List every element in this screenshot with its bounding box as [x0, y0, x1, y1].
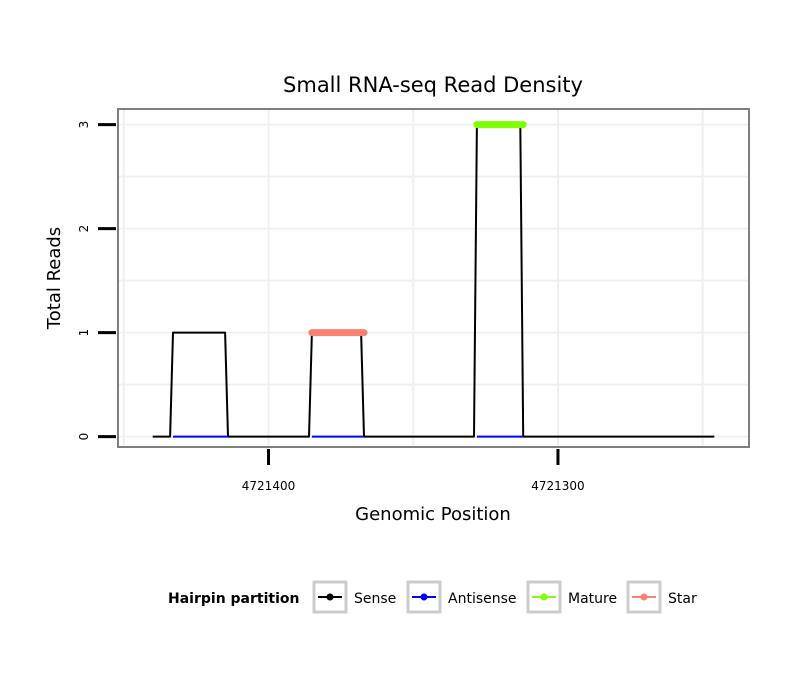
y-tick-label-3: 3 — [77, 121, 91, 129]
y-tick-label-0: 0 — [77, 433, 91, 441]
legend-dot-star — [640, 593, 648, 601]
y-axis-title: Total Reads — [44, 227, 65, 330]
y-tick-label-2: 2 — [77, 225, 91, 233]
legend-label-antisense: Antisense — [448, 591, 517, 607]
legend-dot-antisense — [420, 593, 428, 601]
legend: Hairpin partition Sense Antisense Mature… — [168, 580, 697, 614]
y-tick-label-1: 1 — [77, 329, 91, 337]
x-axis-title: Genomic Position — [355, 504, 511, 525]
legend-label-sense: Sense — [354, 591, 396, 607]
legend-item-antisense: Antisense — [406, 580, 517, 614]
legend-label-star: Star — [668, 591, 697, 607]
legend-item-mature: Mature — [526, 580, 617, 614]
legend-dot-sense — [326, 593, 334, 601]
axis-ticks: 0 1 2 3 4721400 4721300 — [77, 121, 585, 493]
chart-title: Small RNA-seq Read Density — [283, 73, 583, 97]
legend-item-star: Star — [626, 580, 697, 614]
plot-panel-border — [117, 108, 750, 448]
legend-item-sense: Sense — [312, 580, 396, 614]
legend-dot-mature — [540, 593, 548, 601]
grid — [118, 109, 749, 447]
series-layer — [152, 121, 715, 438]
x-tick-label-0: 4721400 — [242, 479, 295, 493]
x-tick-label-1: 4721300 — [531, 479, 584, 493]
legend-label-mature: Mature — [568, 591, 617, 607]
legend-title: Hairpin partition — [168, 591, 299, 607]
